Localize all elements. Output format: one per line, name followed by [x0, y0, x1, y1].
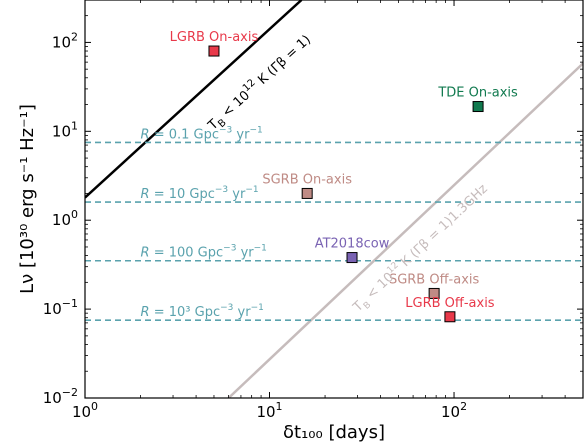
y-axis-title: Lν [10³⁰ erg s⁻¹ Hz⁻¹]: [17, 104, 38, 294]
data-point: [472, 101, 484, 113]
y-tick-label: 101: [52, 119, 78, 140]
rate-lines: R = 0.1 Gpc−3 yr−1 R = 10 Gpc−3 yr−1 R = 1…: [85, 125, 583, 322]
rate-line-label: R = 10³ Gpc−3 yr−1: [141, 303, 264, 320]
data-point-label: AT2018cow: [315, 237, 390, 252]
data-point-label: TDE On-axis: [437, 86, 518, 101]
x-tick-label: 101: [256, 400, 282, 421]
y-tick-label: 10−2: [43, 386, 78, 407]
data-point: [208, 45, 220, 57]
plot-frame: [84, 0, 584, 399]
rate-line-label: R = 100 Gpc−3 yr−1: [141, 244, 267, 261]
data-point: [428, 287, 440, 299]
diagonal-lines: [85, 0, 583, 398]
data-point: [444, 311, 456, 323]
axis-ticks: 100 101 102 10−2 10−1 100 101 102: [43, 0, 584, 421]
data-point-label: SGRB On-axis: [262, 172, 352, 187]
rate-line-label: R = 10 Gpc−3 yr−1: [141, 185, 259, 202]
data-point-label: LGRB Off-axis: [405, 296, 495, 311]
x-tick-label: 100: [72, 400, 98, 421]
data-point: [346, 252, 358, 264]
data-point: [301, 187, 313, 199]
brightness-temp-line: [85, 0, 303, 199]
rate-line-label: R = 0.1 Gpc−3 yr−1: [141, 125, 263, 142]
y-tick-label: 100: [52, 208, 78, 229]
brightness-temp-line-1p3ghz: [227, 62, 583, 398]
y-tick-label: 10−1: [43, 297, 78, 318]
brightness-temp-label: TB < 1012 K (Γβ = 1): [203, 30, 316, 136]
data-points: LGRB On-axis TDE On-axis SGRB On-axis AT201…: [170, 30, 518, 323]
y-tick-label: 102: [52, 30, 78, 51]
data-point-label: LGRB On-axis: [170, 30, 259, 45]
x-axis-title: δt₁₀₀ [days]: [283, 422, 385, 443]
x-tick-label: 102: [441, 400, 467, 421]
data-point-label: SGRB Off-axis: [389, 272, 480, 287]
